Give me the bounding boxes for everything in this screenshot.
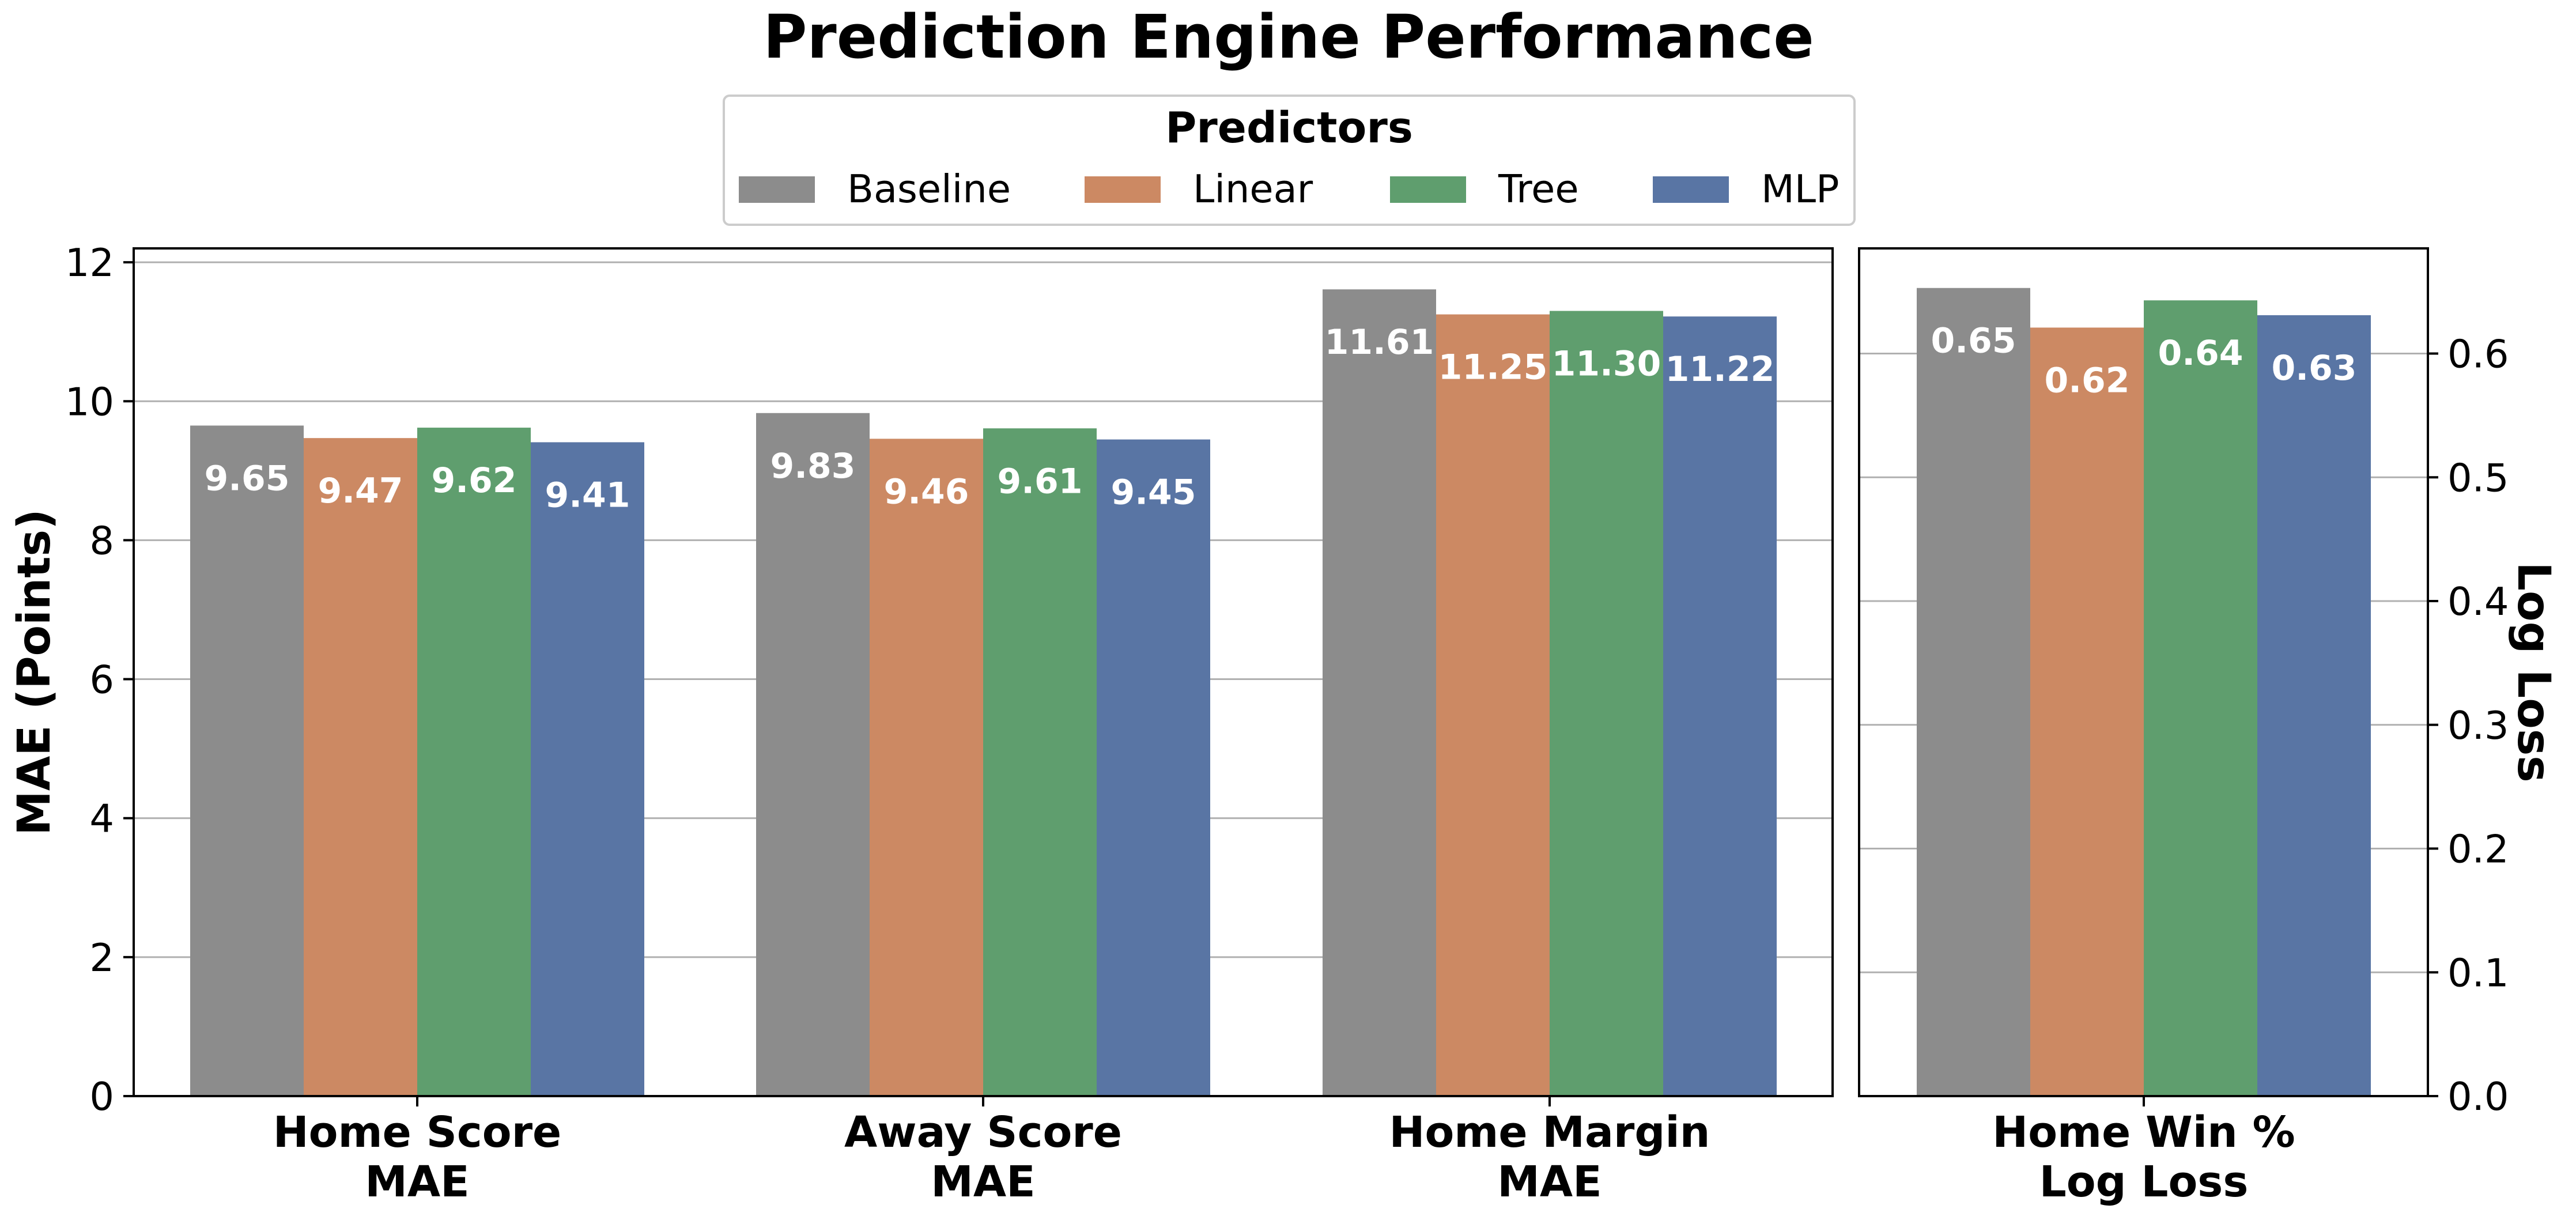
x-category-label: MAE <box>1497 1157 1601 1207</box>
legend-label-tree: Tree <box>1498 167 1579 211</box>
legend-swatch-tree <box>1390 176 1466 203</box>
bar-value-label: 0.64 <box>2158 333 2243 373</box>
legend: Predictors Baseline Linear Tree MLP <box>723 95 1856 226</box>
y-axis-label: Log Loss <box>2507 562 2559 782</box>
x-category-label: MAE <box>365 1157 469 1207</box>
legend-box <box>723 95 1856 226</box>
x-category-label: Away Score <box>844 1108 1122 1157</box>
bar-value-label: 9.61 <box>997 461 1082 501</box>
bar-mlp-home-win-log-loss <box>2257 315 2371 1096</box>
bar-tree-away-score-mae <box>983 428 1097 1096</box>
panel-logloss: 0.65 0.62 0.64 0.63 0.0 0.1 0.2 0.3 0.4 0.5 0.6 Hom… <box>1858 247 2559 1207</box>
y-tick-label: 0.2 <box>2447 827 2509 872</box>
y-tick-label: 0 <box>89 1074 114 1119</box>
bar-baseline-home-win-log-loss <box>1917 288 2030 1096</box>
bar-value-label: 9.46 <box>883 471 969 512</box>
bar-baseline-home-margin-mae <box>1323 289 1436 1096</box>
panel-mae: 9.65 9.83 11.61 9.47 9.46 11.25 9.62 9.61 11.30 9… <box>9 240 1834 1207</box>
x-category-label: Home Win % <box>1992 1108 2295 1157</box>
y-tick-label: 0.0 <box>2447 1074 2509 1119</box>
y-tick-label: 0.6 <box>2447 332 2509 377</box>
legend-label-mlp: MLP <box>1761 167 1840 211</box>
y-tick-label: 0.4 <box>2447 579 2509 624</box>
bar-mlp-home-margin-mae <box>1663 316 1777 1096</box>
bar-value-label: 9.47 <box>318 471 403 511</box>
bar-value-label: 9.62 <box>431 460 516 501</box>
bar-tree-home-win-log-loss <box>2144 300 2257 1097</box>
x-category-label: Log Loss <box>2039 1157 2249 1207</box>
bar-value-label: 9.45 <box>1111 473 1196 513</box>
legend-label-linear: Linear <box>1193 167 1313 211</box>
bar-baseline-away-score-mae <box>756 413 870 1097</box>
bar-value-label: 9.41 <box>545 475 630 515</box>
bar-value-label: 11.61 <box>1325 322 1434 362</box>
y-tick-label: 0.3 <box>2447 703 2509 748</box>
y-axis-label: MAE (Points) <box>9 509 61 835</box>
y-tick-label: 0.1 <box>2447 950 2509 995</box>
bar-value-label: 11.22 <box>1665 349 1775 390</box>
legend-label-baseline: Baseline <box>847 167 1011 211</box>
legend-swatch-linear <box>1085 176 1161 203</box>
y-tick-label: 2 <box>89 935 114 980</box>
x-category-label: Home Margin <box>1389 1108 1710 1157</box>
legend-swatch-baseline <box>739 176 815 203</box>
bar-value-label: 0.65 <box>1931 321 2016 361</box>
bar-linear-home-score-mae <box>304 438 417 1096</box>
bar-value-label: 0.62 <box>2044 360 2129 401</box>
bar-linear-home-win-log-loss <box>2030 327 2144 1096</box>
y-tick-label: 6 <box>89 658 114 702</box>
x-category-label: MAE <box>931 1157 1035 1207</box>
bar-mlp-home-score-mae <box>531 442 644 1096</box>
bar-value-label: 9.83 <box>770 446 855 486</box>
bar-value-label: 9.65 <box>204 458 289 498</box>
x-category-label: Home Score <box>273 1108 562 1157</box>
y-tick-label: 10 <box>65 379 114 424</box>
bar-tree-home-margin-mae <box>1550 311 1663 1097</box>
legend-items: Baseline Linear Tree MLP <box>739 167 1840 211</box>
y-tick-label: 4 <box>89 796 114 841</box>
y-tick-label: 8 <box>89 518 114 563</box>
bar-linear-home-margin-mae <box>1436 314 1550 1096</box>
bar-value-label: 11.25 <box>1438 348 1548 388</box>
bar-baseline-home-score-mae <box>190 425 304 1096</box>
bar-value-label: 0.63 <box>2271 348 2356 388</box>
legend-title: Predictors <box>1165 103 1413 153</box>
y-tick-label: 12 <box>65 240 114 285</box>
bar-mlp-away-score-mae <box>1097 439 1210 1096</box>
legend-swatch-mlp <box>1653 176 1729 203</box>
bar-linear-away-score-mae <box>870 439 983 1097</box>
bar-value-label: 11.30 <box>1552 344 1661 384</box>
chart-title: Prediction Engine Performance <box>763 2 1814 72</box>
y-tick-label: 0.5 <box>2447 455 2509 500</box>
bar-tree-home-score-mae <box>417 428 531 1096</box>
